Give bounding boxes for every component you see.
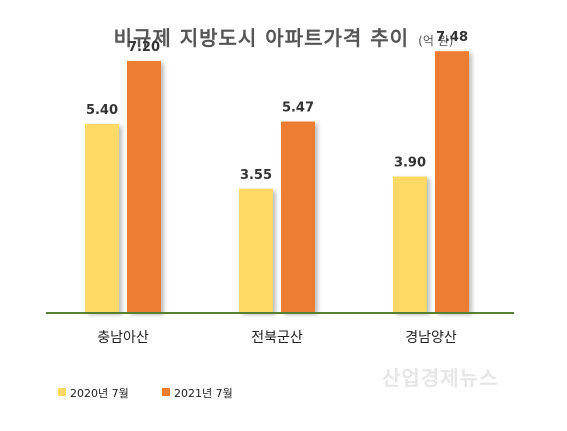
chart-title-area: 비규제 지방도시 아파트가격 추이 (억 원) [0, 22, 567, 51]
data-label: 3.90 [394, 156, 426, 171]
chart-unit: (억 원) [418, 34, 454, 48]
legend-swatch-2020 [58, 388, 66, 396]
watermark-logo: 산업경제뉴스 [382, 366, 499, 390]
bar-2021-1 [281, 121, 315, 313]
chart-title: 비규제 지방도시 아파트가격 추이 [113, 26, 410, 50]
legend-swatch-2021 [162, 388, 170, 396]
category-label: 충남아산 [97, 330, 149, 346]
data-label: 5.40 [86, 103, 118, 118]
data-label: 5.47 [282, 101, 314, 116]
bar-2020-0 [85, 124, 119, 313]
data-label: 7.48 [436, 30, 468, 45]
legend-label-2020: 2020년 7월 [70, 387, 129, 400]
bar-2021-2 [435, 51, 469, 313]
category-label: 전북군산 [251, 330, 303, 346]
bar-2020-1 [239, 188, 273, 313]
data-label: 3.55 [240, 168, 272, 183]
category-label: 경남양산 [405, 330, 457, 346]
bar-2020-2 [393, 176, 427, 313]
data-label: 7.20 [128, 40, 160, 55]
bar-2021-0 [127, 61, 161, 313]
legend-label-2021: 2021년 7월 [174, 387, 233, 400]
